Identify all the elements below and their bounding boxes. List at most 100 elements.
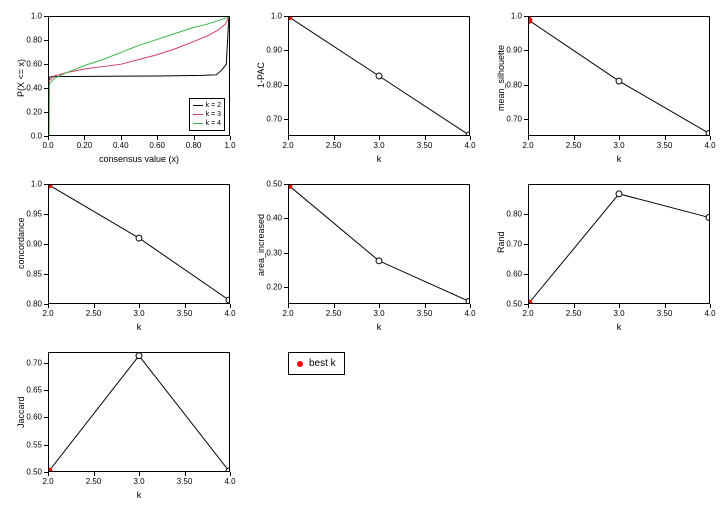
legend-swatch — [193, 123, 203, 124]
panel-one_pac: 1-PACk2.02.503.03.504.00.700.800.901.0 — [246, 10, 478, 170]
panel-area_increased: area_increasedk 2.0 2.50 3.0 3.50 4.0 0.20 0.30… — [246, 178, 478, 338]
x-tick-label: 3.50 — [177, 309, 193, 318]
panel-mean_sil: mean_silhouettek2.02.503.03.504.00.700.8… — [486, 10, 718, 170]
plot-area — [288, 184, 470, 304]
x-tick-label: 0.0 — [42, 141, 53, 150]
bestk-legend: best k — [288, 352, 345, 375]
x-tick-label: 2.50 — [566, 141, 582, 150]
y-tick-label: 0.70 — [258, 114, 282, 123]
x-axis-label: k — [528, 322, 710, 332]
x-tick-label: 4.0 — [224, 309, 235, 318]
y-tick-label: 1.0 — [258, 12, 282, 21]
y-tick-label: 0.70 — [18, 358, 42, 367]
x-tick-label: 2.50 — [86, 309, 102, 318]
x-tick-label: 3.50 — [417, 141, 433, 150]
y-tick-label: 0.65 — [18, 386, 42, 395]
panel-rand: Randk2.02.503.03.504.00.500.600.700.80 — [486, 178, 718, 338]
y-tick-label: 0.90 — [18, 240, 42, 249]
y-tick-label: 0.85 — [18, 270, 42, 279]
x-tick-label: 3.0 — [373, 309, 384, 318]
x-tick-label: 3.0 — [613, 309, 624, 318]
x-axis-label: k — [528, 154, 710, 164]
x-axis-label: k — [288, 154, 470, 164]
x-tick-label: 2.0 — [522, 141, 533, 150]
x-tick-label: 3.50 — [657, 309, 673, 318]
x-tick-label: 3.0 — [133, 477, 144, 486]
plot-area: k = 2k = 3k = 4 — [48, 16, 230, 136]
y-tick-label: 0.50 — [498, 300, 522, 309]
y-tick-label: 0.95 — [18, 210, 42, 219]
empty-panel — [486, 346, 718, 506]
legend-item: k = 4 — [193, 119, 221, 128]
x-tick-label: 2.0 — [42, 477, 53, 486]
plot-area — [288, 16, 470, 136]
y-tick-label: 1.0 — [498, 12, 522, 21]
x-axis-label: k — [48, 322, 230, 332]
plot-area — [48, 352, 230, 472]
legend-swatch — [193, 114, 203, 115]
y-tick-label: 0.80 — [498, 210, 522, 219]
x-tick-label: 4.0 — [704, 141, 715, 150]
y-tick-label: 0.30 — [258, 248, 282, 257]
legend-item: k = 2 — [193, 101, 221, 110]
y-tick-label: 0.80 — [18, 300, 42, 309]
y-tick-label: 0.0 — [18, 132, 42, 141]
x-axis-label: k — [288, 322, 470, 332]
x-tick-label: 3.0 — [133, 309, 144, 318]
y-tick-label: 0.90 — [258, 46, 282, 55]
y-tick-label: 0.80 — [498, 80, 522, 89]
panel-ecdf: k = 2k = 3k = 4P(X <= x)consensus value … — [6, 10, 238, 170]
x-tick-label: 2.50 — [326, 141, 342, 150]
x-tick-label: 2.0 — [522, 309, 533, 318]
x-tick-label: 4.0 — [464, 309, 475, 318]
x-tick-label: 3.50 — [417, 309, 433, 318]
y-tick-label: 0.60 — [498, 270, 522, 279]
panel-concordance: concordancek2.02.503.03.504.00.800.850.9… — [6, 178, 238, 338]
x-tick-label: 2.0 — [282, 141, 293, 150]
chart-grid: k = 2k = 3k = 4P(X <= x)consensus value … — [0, 0, 720, 504]
y-tick-label: 0.60 — [18, 413, 42, 422]
bestk-legend-panel: best k — [246, 346, 478, 506]
x-tick-label: 3.0 — [613, 141, 624, 150]
x-axis-label: consensus value (x) — [48, 154, 230, 164]
x-axis-label: k — [48, 490, 230, 500]
x-tick-label: 3.0 — [373, 141, 384, 150]
bestk-label: best k — [309, 358, 336, 369]
plot-area — [528, 184, 710, 304]
y-tick-label: 0.20 — [258, 282, 282, 291]
x-tick-label: 2.0 — [282, 309, 293, 318]
y-tick-label: 0.40 — [18, 84, 42, 93]
y-tick-label: 0.55 — [18, 440, 42, 449]
legend-label: k = 3 — [206, 110, 221, 119]
legend-label: k = 2 — [206, 101, 221, 110]
plot-area — [48, 184, 230, 304]
legend-swatch — [193, 105, 203, 106]
y-tick-label: 1.0 — [18, 12, 42, 21]
x-tick-label: 0.80 — [186, 141, 202, 150]
y-tick-label: 0.70 — [498, 240, 522, 249]
y-axis-label: area_increased — [256, 214, 266, 276]
x-tick-label: 0.20 — [77, 141, 93, 150]
legend-item: k = 3 — [193, 110, 221, 119]
x-tick-label: 3.50 — [657, 141, 673, 150]
bestk-dot-icon — [297, 361, 303, 367]
plot-area — [528, 16, 710, 136]
x-tick-label: 4.0 — [224, 477, 235, 486]
x-tick-label: 4.0 — [704, 309, 715, 318]
y-tick-label: 1.0 — [18, 180, 42, 189]
y-tick-label: 0.60 — [18, 60, 42, 69]
y-tick-label: 0.40 — [258, 214, 282, 223]
x-tick-label: 1.0 — [224, 141, 235, 150]
panel-jaccard: Jaccardk2.02.503.03.504.00.500.550.600.6… — [6, 346, 238, 506]
x-tick-label: 4.0 — [464, 141, 475, 150]
x-tick-label: 2.50 — [86, 477, 102, 486]
x-tick-label: 0.40 — [113, 141, 129, 150]
y-tick-label: 0.90 — [498, 46, 522, 55]
x-tick-label: 0.60 — [149, 141, 165, 150]
y-tick-label: 0.70 — [498, 114, 522, 123]
x-tick-label: 2.50 — [326, 309, 342, 318]
x-tick-label: 2.50 — [566, 309, 582, 318]
x-tick-label: 3.50 — [177, 477, 193, 486]
y-tick-label: 0.80 — [258, 80, 282, 89]
y-tick-label: 0.50 — [258, 180, 282, 189]
